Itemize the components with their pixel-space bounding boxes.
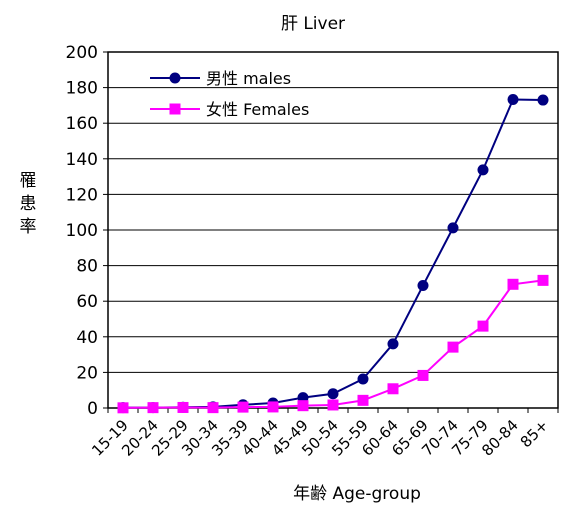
data-point — [297, 400, 309, 412]
series-layer — [117, 94, 549, 414]
y-tick-label: 80 — [76, 257, 98, 277]
data-point — [147, 402, 159, 414]
data-point — [357, 394, 369, 406]
data-point — [237, 401, 249, 413]
data-point — [327, 399, 339, 411]
data-point — [477, 320, 489, 332]
y-tick-label: 0 — [87, 399, 98, 419]
data-point — [387, 383, 399, 395]
data-point — [117, 402, 129, 414]
y-tick-label: 160 — [66, 114, 98, 134]
y-tick-label: 100 — [66, 221, 98, 241]
data-point — [417, 280, 429, 292]
chart-title: 肝 Liver — [281, 14, 345, 34]
y-tick-label: 60 — [76, 292, 98, 312]
legend-label: 男性 males — [206, 69, 291, 88]
data-point — [507, 94, 519, 106]
y-tick-label: 20 — [76, 363, 98, 383]
y-axis-ticks: 0 20 40 60 80 100 120 140 160 180 200 — [66, 43, 108, 419]
y-axis-label: 罹患率 — [20, 171, 37, 237]
legend-item-1: 男性 males — [150, 69, 291, 88]
data-point — [417, 369, 429, 381]
data-point — [387, 338, 399, 350]
gridlines — [108, 87, 558, 373]
y-tick-label: 140 — [66, 150, 98, 170]
data-point — [447, 222, 459, 234]
data-point — [327, 388, 339, 400]
x-tick-label: 85+ — [517, 416, 552, 451]
legend: 男性 males 女性 Females — [150, 69, 309, 119]
data-point — [477, 164, 489, 176]
data-point — [537, 274, 549, 286]
x-axis-label: 年齢 Age-group — [293, 484, 421, 504]
x-axis-ticks: 15-1920-2425-2930-3435-3940-4445-4950-54… — [88, 408, 559, 460]
data-point — [267, 401, 279, 413]
y-tick-label: 40 — [76, 328, 98, 348]
data-point — [177, 401, 189, 413]
data-point — [207, 402, 219, 414]
legend-item-2: 女性 Females — [150, 100, 309, 119]
legend-label: 女性 Females — [206, 100, 309, 119]
data-point — [447, 341, 459, 353]
data-point — [537, 94, 549, 106]
data-point — [507, 278, 519, 290]
legend-marker — [169, 72, 181, 84]
series-2 — [117, 274, 549, 414]
data-point — [357, 373, 369, 385]
legend-marker — [169, 103, 181, 115]
y-tick-label: 120 — [66, 185, 98, 205]
y-tick-label: 200 — [66, 43, 98, 63]
y-tick-label: 180 — [66, 79, 98, 99]
